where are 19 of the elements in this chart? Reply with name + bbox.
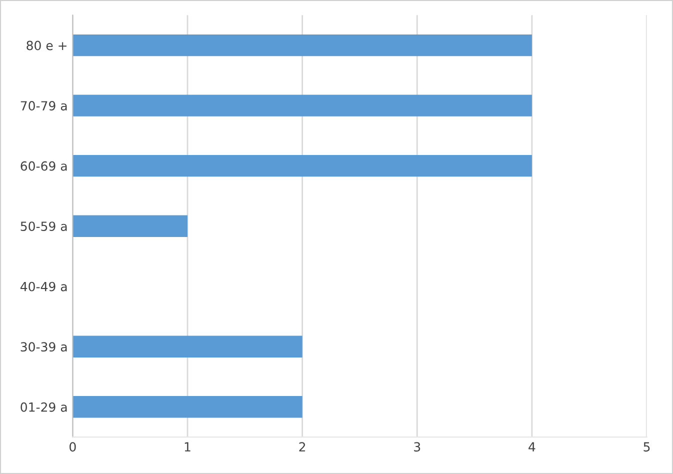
y-tick-label: 40-49 a (20, 282, 67, 292)
y-tick-label: 60-69 a (20, 161, 67, 171)
bar (72, 336, 302, 358)
x-tick-label: 2 (299, 442, 306, 452)
bar (72, 94, 532, 116)
y-tick-label: 01-29 a (20, 402, 67, 412)
bar (72, 154, 532, 177)
bar (72, 215, 188, 237)
bar (72, 34, 532, 56)
y-tick-label: 50-59 a (20, 222, 67, 232)
y-tick-label: 80 e + (26, 40, 66, 50)
x-tick-label: 3 (414, 442, 420, 452)
x-tick-label: 0 (70, 442, 76, 452)
y-tick-label: 30-39 a (20, 342, 67, 352)
bar (72, 396, 302, 418)
x-tick-label: 4 (528, 442, 536, 452)
x-tick-label: 5 (644, 442, 650, 452)
x-tick-label: 1 (184, 442, 190, 452)
y-tick-label: 70-79 a (20, 101, 67, 110)
